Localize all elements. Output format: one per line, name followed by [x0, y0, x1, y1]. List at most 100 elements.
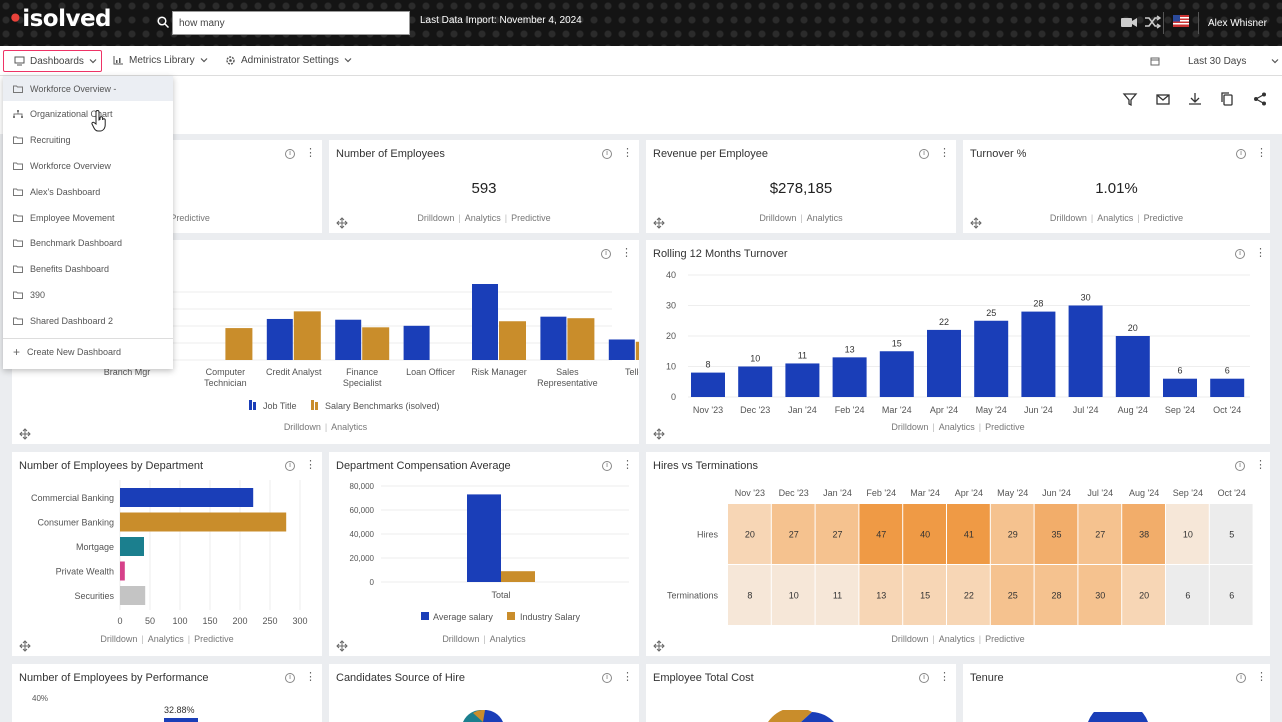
- move-icon[interactable]: [19, 640, 31, 652]
- analytics-link[interactable]: Analytics: [1097, 213, 1134, 223]
- video-icon[interactable]: [1120, 14, 1138, 30]
- us-flag-icon[interactable]: [1173, 15, 1189, 27]
- predictive-link[interactable]: Predictive: [194, 634, 234, 644]
- analytics-link[interactable]: Analytics: [938, 422, 975, 432]
- more-options-icon[interactable]: ⋮: [939, 671, 950, 683]
- x-tick-label: Apr '24: [930, 405, 958, 415]
- menu-item-dashboard[interactable]: Workforce Overview -: [3, 76, 173, 101]
- x-tick-label: Teller: [625, 367, 639, 377]
- drilldown-link[interactable]: Drilldown: [759, 213, 797, 223]
- analytics-link[interactable]: Analytics: [806, 213, 843, 223]
- drilldown-link[interactable]: Drilldown: [100, 634, 138, 644]
- info-icon[interactable]: i: [1235, 249, 1245, 259]
- logo[interactable]: •isolved: [8, 6, 112, 32]
- predictive-link[interactable]: Predictive: [1143, 213, 1184, 223]
- info-icon[interactable]: i: [919, 673, 929, 683]
- info-icon[interactable]: i: [602, 461, 612, 471]
- info-icon[interactable]: i: [1235, 461, 1245, 471]
- move-icon[interactable]: [653, 217, 665, 229]
- column-label: May '24: [997, 488, 1028, 498]
- data-label: 6: [1225, 366, 1230, 376]
- card-links: Drilldown | Analytics | Predictive: [646, 634, 1270, 644]
- mail-icon[interactable]: [1155, 91, 1171, 107]
- analytics-link[interactable]: Analytics: [938, 634, 975, 644]
- move-icon[interactable]: [19, 428, 31, 440]
- menu-item-label: Recruiting: [30, 135, 71, 146]
- drilldown-link[interactable]: Drilldown: [1049, 213, 1087, 223]
- drilldown-link[interactable]: Drilldown: [442, 634, 480, 644]
- info-icon[interactable]: i: [1236, 673, 1246, 683]
- info-icon[interactable]: i: [1236, 149, 1246, 159]
- move-icon[interactable]: [336, 640, 348, 652]
- move-icon[interactable]: [336, 217, 348, 229]
- more-options-icon[interactable]: ⋮: [622, 147, 633, 159]
- menu-item-dashboard[interactable]: Alex's Dashboard: [3, 179, 173, 204]
- download-icon[interactable]: [1187, 91, 1203, 107]
- cell-value: 27: [832, 530, 842, 540]
- menu-item-dashboard[interactable]: Benchmark Dashboard: [3, 231, 173, 256]
- more-options-icon[interactable]: ⋮: [1256, 147, 1267, 159]
- y-tick-label: 0: [370, 578, 375, 587]
- more-options-icon[interactable]: ⋮: [1256, 671, 1267, 683]
- predictive-link[interactable]: Predictive: [985, 634, 1025, 644]
- search-input[interactable]: [172, 11, 410, 35]
- info-icon[interactable]: i: [285, 461, 295, 471]
- data-label: 28: [1033, 299, 1043, 309]
- menu-item-dashboard[interactable]: Shared Dashboard 2: [3, 308, 173, 333]
- move-icon[interactable]: [653, 640, 665, 652]
- predictive-link[interactable]: Predictive: [985, 422, 1025, 432]
- bar-salary-benchmark: [293, 311, 321, 360]
- card-links: Drilldown | Analytics | Predictive: [963, 213, 1270, 223]
- share-icon[interactable]: [1252, 91, 1268, 107]
- more-options-icon[interactable]: ⋮: [305, 147, 316, 159]
- chevron-down-icon: [200, 58, 208, 63]
- info-icon[interactable]: i: [285, 673, 295, 683]
- info-icon[interactable]: i: [285, 149, 295, 159]
- heatmap-cell: [815, 504, 859, 564]
- drilldown-link[interactable]: Drilldown: [891, 634, 929, 644]
- menu-item-dashboard[interactable]: Employee Movement: [3, 205, 173, 230]
- dashboards-menu-button[interactable]: Dashboards: [3, 50, 102, 72]
- y-tick-label: 30: [666, 301, 676, 311]
- analytics-link[interactable]: Analytics: [464, 213, 501, 223]
- drilldown-link[interactable]: Drilldown: [891, 422, 929, 432]
- info-icon[interactable]: i: [601, 249, 611, 259]
- menu-item-dashboard[interactable]: 390: [3, 282, 173, 307]
- move-icon[interactable]: [970, 217, 982, 229]
- search-icon[interactable]: [157, 16, 169, 28]
- analytics-link[interactable]: Analytics: [331, 422, 368, 432]
- kpi-value: 593: [471, 180, 497, 197]
- drilldown-link[interactable]: Drilldown: [283, 422, 321, 432]
- more-options-icon[interactable]: ⋮: [305, 671, 316, 683]
- filter-icon[interactable]: [1122, 91, 1138, 107]
- metrics-library-menu-button[interactable]: Metrics Library: [113, 46, 208, 74]
- create-new-dashboard[interactable]: + Create New Dashboard: [3, 339, 173, 364]
- shuffle-icon[interactable]: [1143, 14, 1161, 30]
- x-tick-label: Sales: [556, 367, 579, 377]
- analytics-link[interactable]: Analytics: [489, 634, 526, 644]
- menu-item-dashboard[interactable]: Organizational Chart: [3, 102, 173, 127]
- menu-item-dashboard[interactable]: Workforce Overview: [3, 153, 173, 178]
- predictive-link[interactable]: Predictive: [511, 213, 551, 223]
- more-options-icon[interactable]: ⋮: [939, 147, 950, 159]
- menu-item-dashboard[interactable]: Benefits Dashboard: [3, 257, 173, 282]
- info-icon[interactable]: i: [602, 673, 612, 683]
- more-options-icon[interactable]: ⋮: [622, 671, 633, 683]
- copy-icon[interactable]: [1219, 91, 1235, 107]
- info-icon[interactable]: i: [602, 149, 612, 159]
- heatmap-cell: [1209, 565, 1253, 625]
- analytics-link[interactable]: Analytics: [147, 634, 184, 644]
- drilldown-link[interactable]: Drilldown: [417, 213, 455, 223]
- heatmap-cell: [990, 504, 1034, 564]
- x-tick-label: Computer: [206, 367, 246, 377]
- calendar-icon[interactable]: [1150, 56, 1160, 66]
- date-range-select[interactable]: Last 30 Days: [1188, 46, 1279, 76]
- menu-item-dashboard[interactable]: Recruiting: [3, 128, 173, 153]
- admin-settings-menu-button[interactable]: Administrator Settings: [225, 46, 352, 74]
- predictive-link[interactable]: Predictive: [170, 213, 210, 223]
- user-name[interactable]: Alex Whisner: [1208, 18, 1267, 29]
- info-icon[interactable]: i: [919, 149, 929, 159]
- card-title: Tenure: [970, 672, 1004, 684]
- move-icon[interactable]: [653, 428, 665, 440]
